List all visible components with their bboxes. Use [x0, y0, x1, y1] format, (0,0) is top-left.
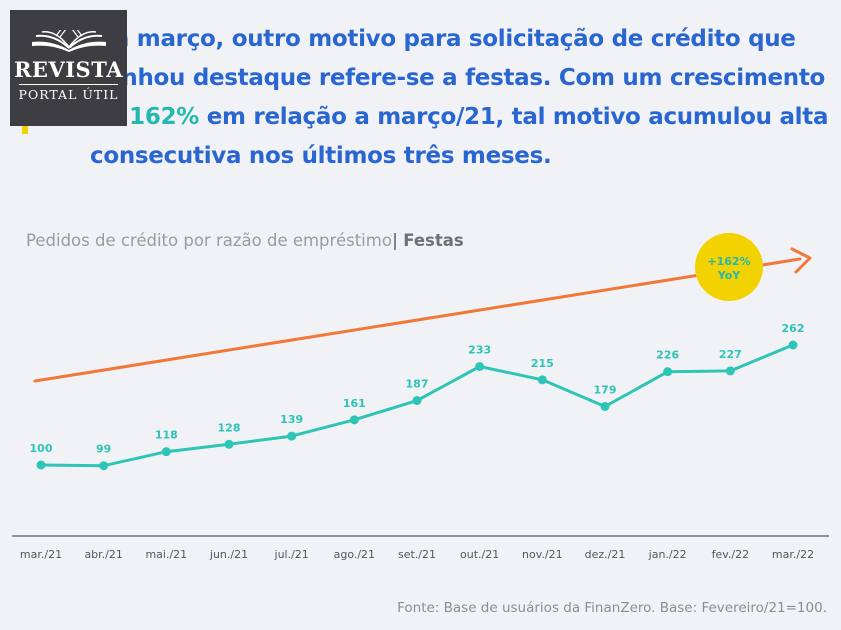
data-point [600, 401, 610, 411]
x-tick-label: out./21 [460, 548, 499, 561]
logo-subtitle: PORTAL ÚTIL [18, 84, 119, 102]
data-label: 118 [155, 429, 178, 442]
trend-arrow-line [33, 257, 802, 383]
data-label: 128 [218, 421, 241, 434]
yoy-badge [695, 233, 763, 301]
data-label: 187 [406, 378, 429, 391]
x-tick-label: fev./22 [712, 548, 750, 561]
data-point [663, 367, 673, 377]
data-point [475, 361, 485, 371]
x-tick-label: jun./21 [209, 548, 248, 561]
headline-text: Em março, outro motivo para solicitação … [90, 20, 835, 176]
logo-title: REVISTA [13, 57, 123, 82]
data-label: 226 [656, 349, 679, 362]
x-tick-label: mar./22 [772, 548, 814, 561]
data-point [788, 340, 798, 350]
open-book-icon [31, 30, 106, 52]
data-label: 179 [594, 383, 617, 396]
data-label: 100 [30, 442, 53, 455]
chart-title-separator: | [391, 231, 398, 250]
x-tick-label: dez./21 [585, 548, 626, 561]
x-tick-label: set./21 [398, 548, 436, 561]
yoy-badge-value: +162% [707, 255, 750, 268]
revista-portal-util-logo: REVISTA PORTAL ÚTIL [10, 10, 127, 126]
data-label: 139 [280, 413, 303, 426]
headline-part-1: Em março, outro motivo para solicitação … [90, 26, 826, 130]
x-tick-label: jan./22 [648, 548, 687, 561]
data-point [99, 461, 109, 471]
x-tick-label: mar./21 [20, 548, 62, 561]
trend-arrow-head [790, 247, 812, 274]
x-tick-label: nov./21 [522, 548, 563, 561]
data-label: 161 [343, 397, 366, 410]
data-point [161, 447, 171, 457]
data-point [725, 366, 735, 376]
data-point [349, 415, 359, 425]
headline-highlight: 162% [129, 104, 200, 130]
data-label: 99 [96, 443, 111, 456]
data-point [36, 460, 46, 470]
source-note: Fonte: Base de usuários da FinanZero. Ba… [397, 600, 827, 616]
yoy-badge-label: YoY [717, 269, 742, 282]
x-tick-label: ago./21 [334, 548, 375, 561]
data-point [537, 375, 547, 385]
data-label: 227 [719, 348, 742, 361]
x-tick-label: mai./21 [145, 548, 187, 561]
headline-part-2: em relação a março/21, tal motivo acumul… [90, 104, 829, 169]
chart-title: Pedidos de crédito por razão de emprésti… [26, 231, 464, 250]
data-point [287, 431, 297, 441]
x-tick-label: abr./21 [84, 548, 122, 561]
x-tick-label: jul./21 [274, 548, 309, 561]
data-label: 215 [531, 357, 554, 370]
chart-subtitle: Festas [403, 231, 464, 250]
chart-title-main: Pedidos de crédito por razão de emprésti… [26, 231, 392, 250]
data-label: 262 [782, 322, 805, 335]
data-point [412, 396, 422, 406]
data-label: 233 [468, 343, 491, 356]
data-point [224, 439, 234, 449]
